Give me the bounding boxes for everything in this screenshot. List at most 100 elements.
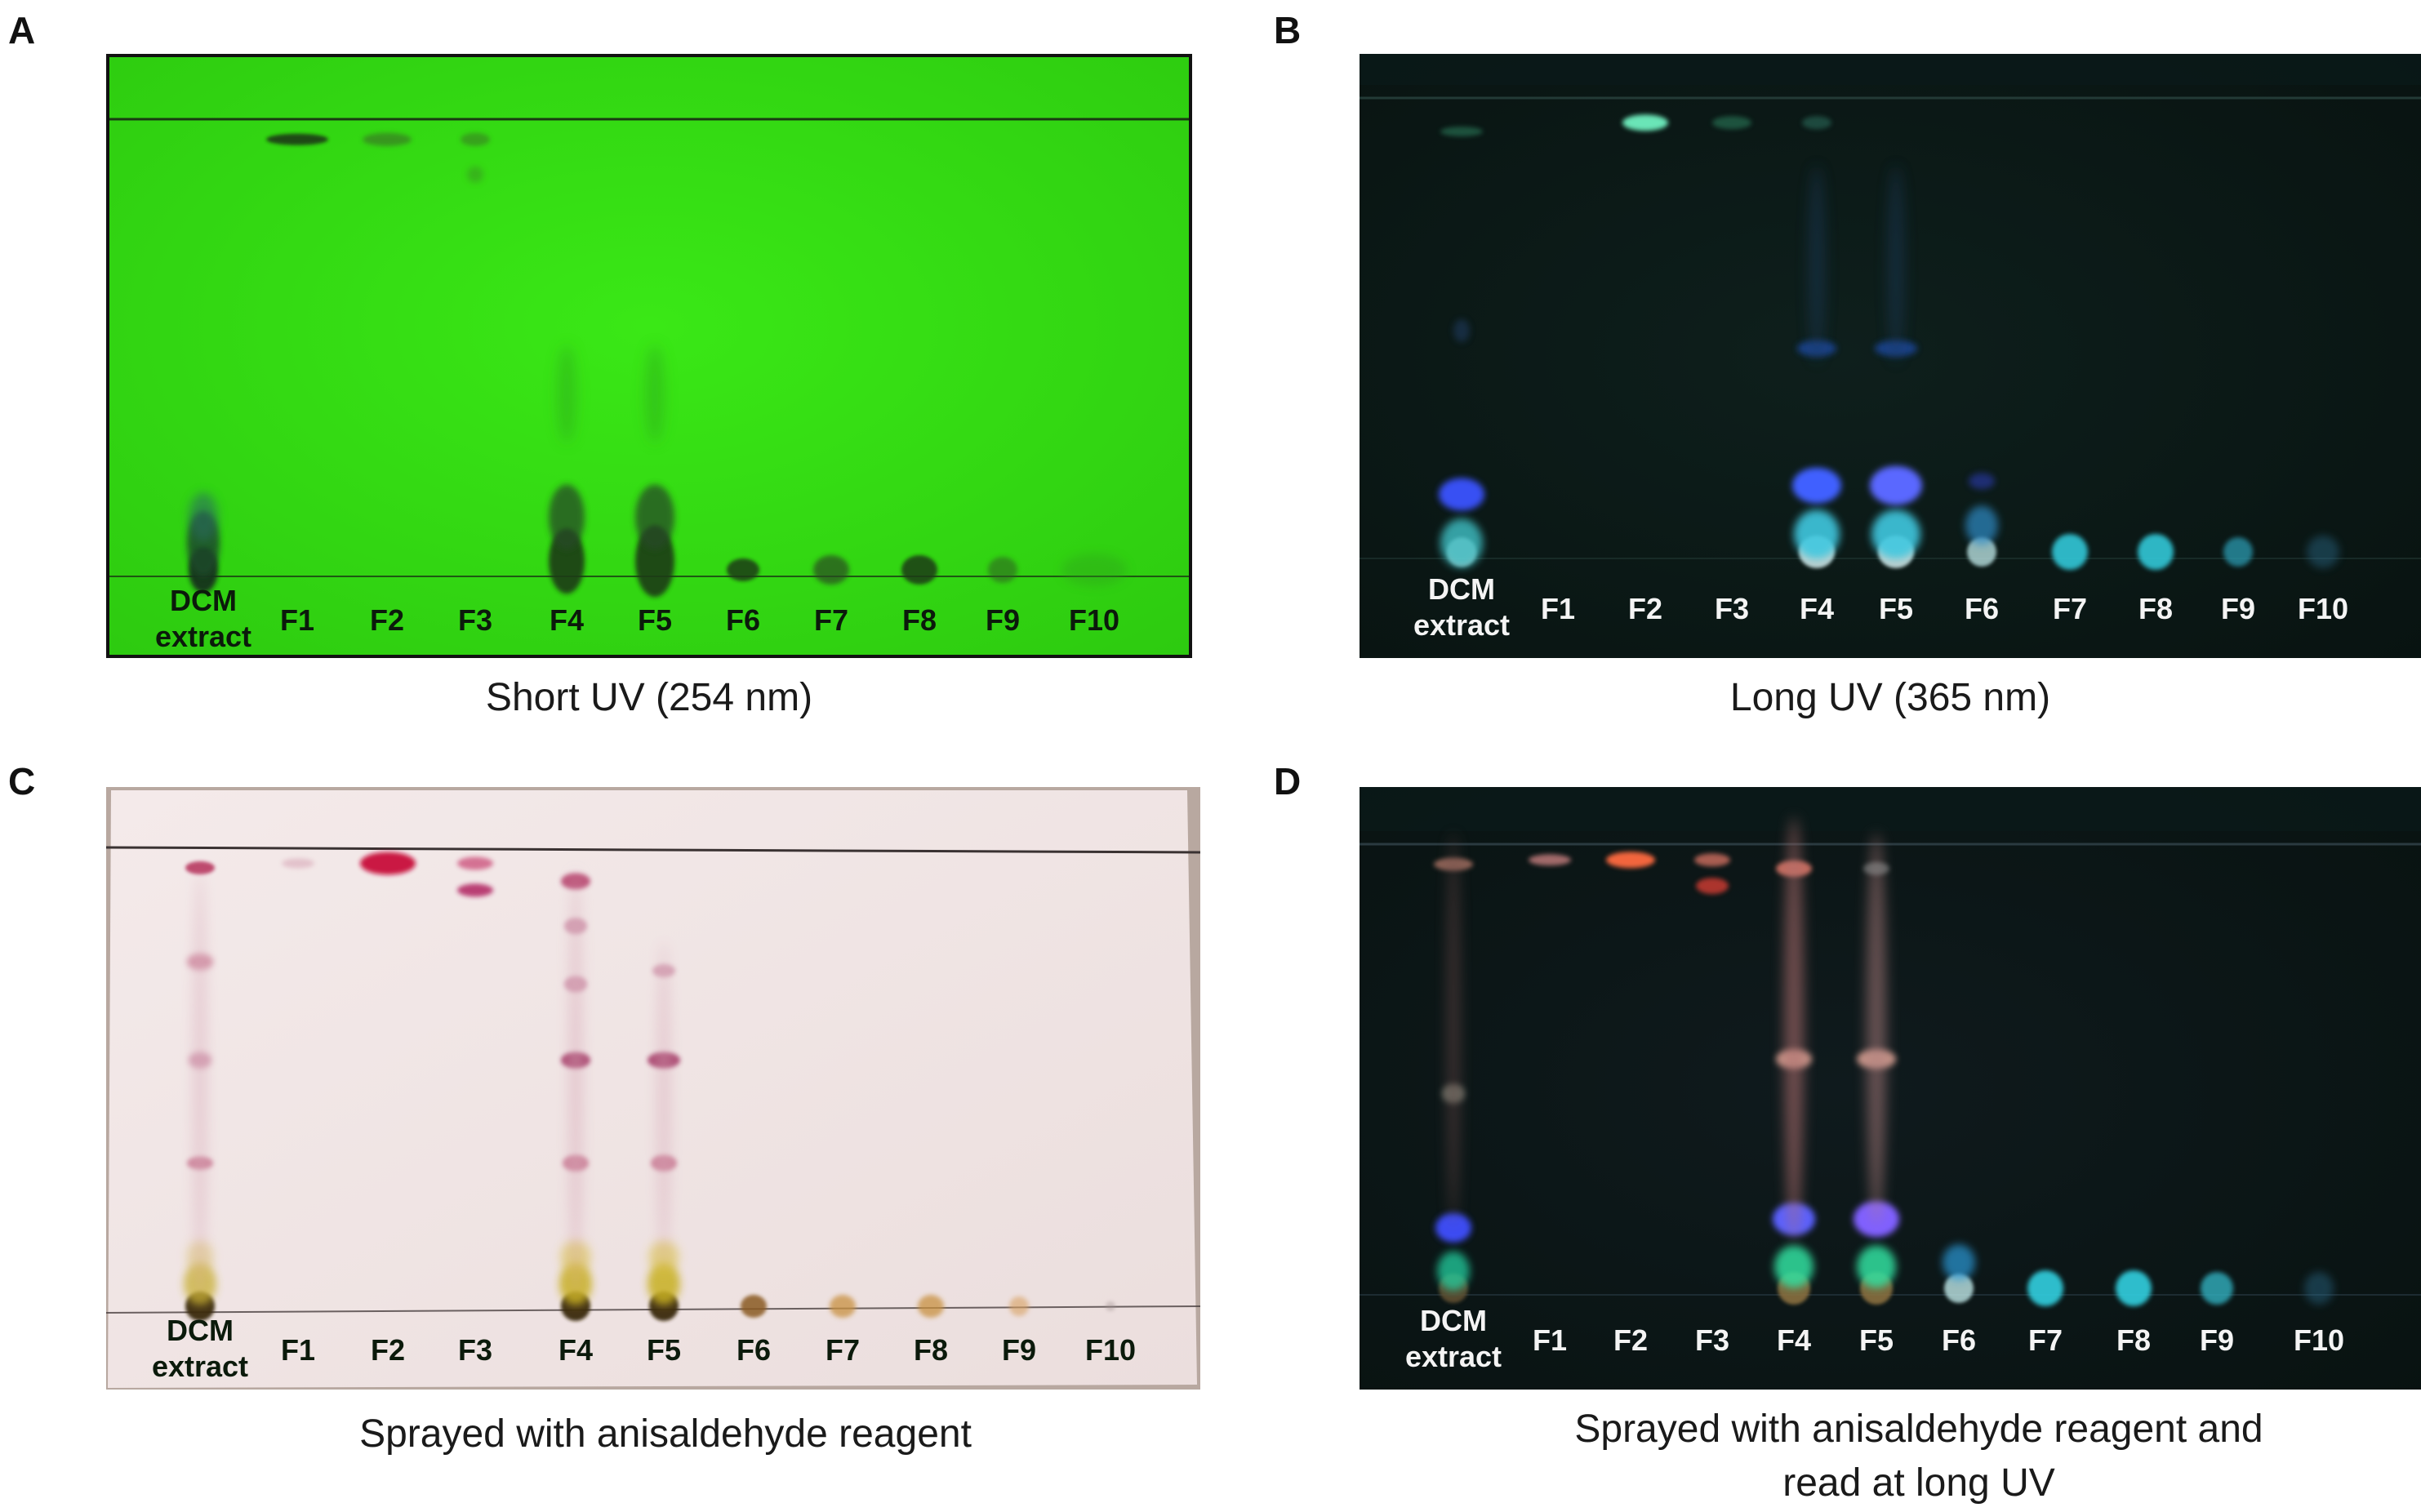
lane-label-f5: F5 <box>607 1332 721 1368</box>
panel-letter-a: A <box>8 9 36 51</box>
lane-label-line: F7 <box>2027 1323 2063 1357</box>
lane-label-line: F3 <box>457 603 492 637</box>
lane-label-f8: F8 <box>874 1332 988 1368</box>
tlc-spot <box>1439 478 1484 511</box>
lane-label-line: F9 <box>2220 592 2255 625</box>
tlc-spot <box>1106 1301 1115 1311</box>
tlc-spot <box>1794 509 1840 559</box>
tlc-spot <box>1529 854 1571 866</box>
tlc-spot <box>461 132 490 146</box>
tlc-spot <box>1857 1245 1896 1288</box>
tlc-spot <box>1696 878 1729 895</box>
caption-c: Sprayed with anisaldehyde reagent <box>106 1407 1225 1461</box>
lane-label-f9: F9 <box>962 1332 1076 1368</box>
tlc-spot <box>741 1295 767 1318</box>
lane-label-f3: F3 <box>418 603 532 638</box>
lane-label-f7: F7 <box>1988 1323 2103 1359</box>
lane-label-f10: F10 <box>2262 1323 2376 1359</box>
lane-label-line: F9 <box>985 603 1020 637</box>
tlc-spot <box>1009 1296 1029 1316</box>
tlc-spot <box>1784 816 1804 1241</box>
lane-label-dcm-extract: DCM extract <box>146 583 260 655</box>
tlc-plate-d: DCM extract F1 F2 F3 F4 F5 F6 F7 F8 F9 F10 <box>1360 787 2421 1390</box>
tlc-spot <box>189 492 218 542</box>
plate-top-band <box>1360 54 2421 85</box>
lane-label-f3: F3 <box>1655 1323 1769 1359</box>
lane-label-line: F9 <box>2199 1323 2234 1357</box>
tlc-spot <box>657 941 670 1269</box>
caption-a-line-1: Short UV (254 nm) <box>485 676 813 719</box>
tlc-spot <box>557 345 576 443</box>
lane-label-f7: F7 <box>774 603 888 638</box>
lane-label-line: F2 <box>370 1333 405 1367</box>
lane-label-f9: F9 <box>946 603 1060 638</box>
lane-label-f7: F7 <box>785 1332 900 1368</box>
caption-d-line-2: read at long UV <box>1782 1461 2055 1505</box>
lane-label-line: F7 <box>825 1333 860 1367</box>
lane-label-f6: F6 <box>1925 591 2039 627</box>
solvent-front-line <box>106 846 1200 854</box>
tlc-spot <box>1435 1212 1471 1243</box>
tlc-spot <box>1774 1245 1814 1288</box>
lane-label-line: F2 <box>1613 1323 1648 1357</box>
lane-label-line: DCM <box>170 584 237 617</box>
lane-label-line: F3 <box>1694 1323 1729 1357</box>
tlc-spot <box>1792 467 1841 504</box>
tlc-spot <box>2138 534 2174 570</box>
tlc-spot <box>1453 319 1470 342</box>
tlc-spot <box>1969 473 1995 490</box>
tlc-spot <box>727 558 759 581</box>
lane-label-line: F7 <box>813 603 848 637</box>
lane-label-f1: F1 <box>1501 591 1615 627</box>
lane-label-line: DCM <box>1420 1304 1487 1337</box>
lane-label-line: F3 <box>1714 592 1749 625</box>
tlc-spot <box>2027 1270 2063 1306</box>
lane-label-line: extract <box>1404 1340 1502 1373</box>
tlc-spot <box>549 484 585 550</box>
tlc-spot <box>1437 1251 1470 1291</box>
tlc-spot <box>1967 537 1996 567</box>
lane-label-dcm-extract: DCM extract <box>143 1313 257 1385</box>
tlc-spot <box>1965 505 1998 545</box>
lane-label-line: DCM <box>1428 572 1495 606</box>
lane-label-f6: F6 <box>686 603 800 638</box>
tlc-spot <box>1867 833 1886 1225</box>
tlc-spot <box>645 345 665 443</box>
lane-label-f5: F5 <box>598 603 712 638</box>
lane-label-line: F5 <box>637 603 672 637</box>
tlc-spot <box>1622 114 1668 131</box>
lane-label-line: F8 <box>913 1333 948 1367</box>
lane-label-f1: F1 <box>240 603 354 638</box>
panel-letter-d: D <box>1274 760 1302 803</box>
lane-label-line: extract <box>151 1350 249 1383</box>
lane-label-line: F2 <box>1627 592 1662 625</box>
lane-label-f4: F4 <box>510 603 624 638</box>
tlc-spot <box>457 883 493 897</box>
lane-label-line: F10 <box>1068 603 1120 637</box>
tlc-spot <box>194 870 207 1295</box>
lane-label-f9: F9 <box>2160 1323 2274 1359</box>
tlc-plate-a: DCM extract F1 F2 F3 F4 F5 F6 F7 F8 F9 F10 <box>106 54 1192 658</box>
tlc-spot <box>1809 166 1825 362</box>
tlc-spot <box>1061 554 1127 586</box>
lane-label-f4: F4 <box>1737 1323 1851 1359</box>
tlc-spot <box>2052 534 2088 570</box>
lane-label-f8: F8 <box>2098 591 2213 627</box>
caption-a: Short UV (254 nm) <box>106 671 1192 725</box>
tlc-spot <box>1440 127 1483 137</box>
tlc-spot <box>813 555 849 585</box>
tlc-spot <box>2304 1272 2334 1305</box>
tlc-spot <box>901 555 937 585</box>
lane-label-line: extract <box>154 620 252 653</box>
caption-c-line-1: Sprayed with anisaldehyde reagent <box>359 1412 972 1456</box>
lane-label-f2: F2 <box>1588 591 1702 627</box>
tlc-spot <box>467 166 483 183</box>
lane-label-line: F1 <box>1540 592 1575 625</box>
lane-label-line: F5 <box>1878 592 1913 625</box>
lane-label-f6: F6 <box>1902 1323 2016 1359</box>
lane-label-f10: F10 <box>1037 603 1151 638</box>
lane-label-line: F8 <box>2116 1323 2151 1357</box>
tlc-spot <box>1802 116 1831 130</box>
caption-b-line-1: Long UV (365 nm) <box>1729 676 2051 719</box>
tlc-spot <box>1694 853 1730 867</box>
